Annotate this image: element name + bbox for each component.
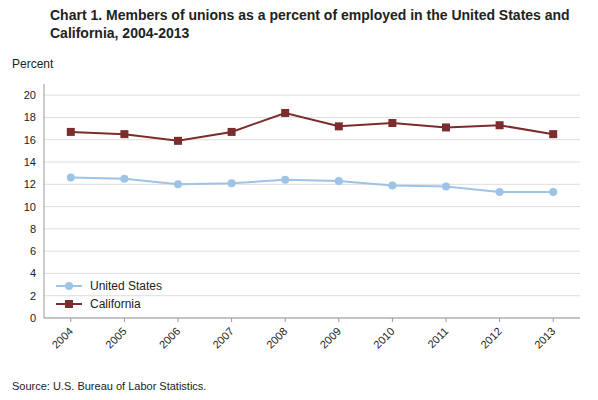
title-line: Chart 1. Members of unions as a percent …: [50, 7, 570, 23]
x-tick-label: 2013: [532, 325, 558, 351]
y-tick-label: 18: [24, 111, 36, 123]
y-tick-label: 0: [30, 312, 36, 324]
point: [174, 137, 182, 145]
point: [335, 177, 343, 185]
point: [549, 130, 557, 138]
legend-marker: [65, 282, 73, 290]
x-tick-label: 2009: [317, 325, 343, 351]
y-axis-line: [44, 84, 45, 318]
title-line: California, 2004-2013: [50, 25, 190, 41]
y-tick-label: 12: [24, 178, 36, 190]
x-tick-label: 2011: [425, 325, 450, 350]
data: [67, 109, 557, 196]
point: [228, 179, 236, 187]
legend-label: United States: [90, 279, 162, 293]
point: [120, 130, 128, 138]
point: [496, 121, 504, 129]
x-tick: [285, 318, 286, 322]
grid-line: [44, 251, 580, 252]
y-tick-label: 20: [24, 89, 36, 101]
x-tick-label: 2012: [478, 325, 504, 351]
point: [388, 181, 396, 189]
x-tick: [446, 318, 447, 322]
point: [549, 188, 557, 196]
legend: United States California: [56, 279, 162, 311]
point: [228, 128, 236, 136]
legend-marker: [65, 300, 73, 308]
point: [496, 188, 504, 196]
point: [67, 174, 75, 182]
point: [174, 180, 182, 188]
x-tick: [178, 318, 179, 322]
y-tick-label: 8: [30, 223, 36, 235]
x-tick-label: 2006: [157, 325, 183, 351]
x-tick-label: 2007: [210, 325, 236, 351]
series: [67, 109, 557, 145]
series-line: [71, 178, 553, 192]
x-tick: [231, 318, 232, 322]
y-tick-label: 10: [24, 201, 36, 213]
x-tick: [338, 318, 339, 322]
y-tick-label: 14: [24, 156, 36, 168]
x-tick: [392, 318, 393, 322]
x-tick-label: 2004: [49, 325, 75, 351]
point: [335, 122, 343, 130]
y-tick-label: 16: [24, 134, 36, 146]
point: [67, 128, 75, 136]
annotation: Source: U.S. Bureau of Labor Statistics.: [12, 380, 206, 392]
grid-line: [44, 95, 580, 96]
grid-line: [44, 162, 580, 163]
x-tick: [553, 318, 554, 322]
x-tick-label: 2005: [103, 325, 129, 351]
legend-label: California: [90, 297, 141, 311]
point: [281, 109, 289, 117]
grid-line: [44, 228, 580, 229]
x-tick-label: 2008: [264, 325, 290, 351]
grid-line: [44, 139, 580, 140]
x-tick: [499, 318, 500, 322]
y-tick-label: 4: [30, 267, 36, 279]
y-axis-label: Percent: [12, 57, 54, 71]
x-tick: [70, 318, 71, 322]
background: [0, 0, 598, 400]
grid-line: [44, 184, 580, 185]
grid: [44, 95, 580, 318]
point: [281, 176, 289, 184]
point: [442, 123, 450, 131]
chart: Chart 1. Members of unions as a percent …: [0, 0, 598, 400]
series: [67, 174, 557, 196]
point: [442, 183, 450, 191]
point: [120, 175, 128, 183]
series-line: [71, 113, 553, 141]
x-tick: [124, 318, 125, 322]
grid-line: [44, 273, 580, 274]
y-tick-label: 2: [30, 290, 36, 302]
grid-line: [44, 117, 580, 118]
title: Chart 1. Members of unions as a percent …: [50, 7, 570, 41]
grid-line: [44, 206, 580, 207]
x-tick-label: 2010: [371, 325, 397, 351]
point: [388, 119, 396, 127]
y-tick-label: 6: [30, 245, 36, 257]
